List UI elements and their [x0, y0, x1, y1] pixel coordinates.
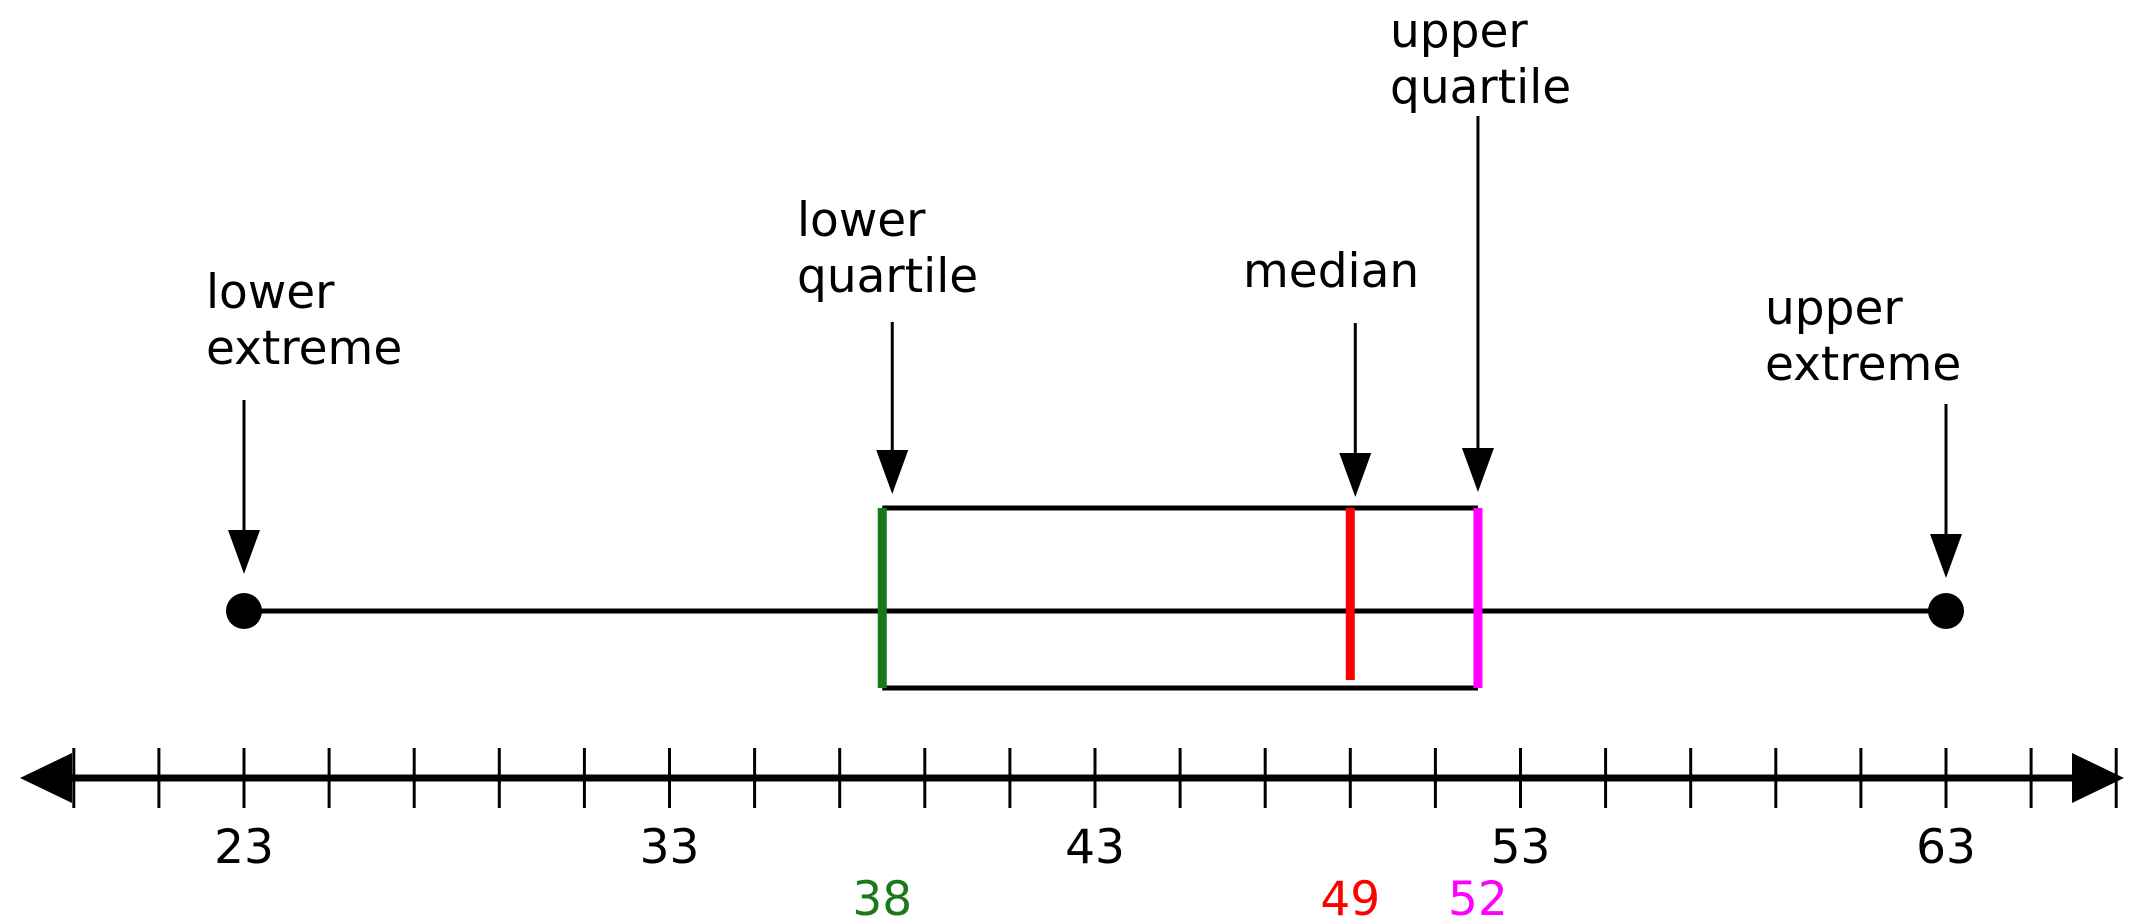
annotation-line: lower	[206, 265, 335, 320]
tick-label: 53	[1491, 820, 1551, 875]
annotation-line: upper	[1390, 4, 1528, 59]
annotation-label-min: lower extreme	[206, 265, 402, 376]
tick-label: 63	[1916, 820, 1976, 875]
annotation-arrow-head-median	[1339, 453, 1372, 497]
lower-extreme-point	[226, 593, 262, 629]
annotation-label-median: median	[1243, 244, 1419, 299]
annotation-arrow-head-q3	[1461, 448, 1494, 492]
value-label-q3: 52	[1448, 872, 1508, 922]
annotation-line: extreme	[206, 321, 402, 376]
number-line: 23 33 43 53 63 38 49 52	[20, 748, 2124, 922]
axis-arrow-left	[20, 753, 72, 803]
annotation-line: extreme	[1765, 337, 1961, 392]
tick-label: 33	[640, 820, 700, 875]
value-label-median: 49	[1320, 872, 1380, 922]
annotation-arrow-head-q1	[876, 450, 909, 494]
box-and-whiskers	[226, 505, 1964, 691]
annotation-arrow-head-min	[228, 530, 260, 574]
tick-label: 43	[1065, 820, 1125, 875]
upper-extreme-point	[1928, 593, 1964, 629]
annotation-arrow-head-max	[1930, 534, 1962, 578]
tick-label: 23	[214, 820, 274, 875]
annotation-line: quartile	[1390, 60, 1571, 115]
annotation-label-q3: upper quartile	[1390, 4, 1571, 115]
annotation-line: quartile	[797, 249, 978, 304]
annotation-label-max: upper extreme	[1765, 281, 1961, 392]
annotation-label-q1: lower quartile	[797, 193, 978, 304]
axis-arrow-right	[2072, 753, 2124, 803]
annotation-line: upper	[1765, 281, 1903, 336]
value-label-q1: 38	[852, 872, 912, 922]
annotation-line: lower	[797, 193, 926, 248]
annotation-line: median	[1243, 244, 1419, 299]
